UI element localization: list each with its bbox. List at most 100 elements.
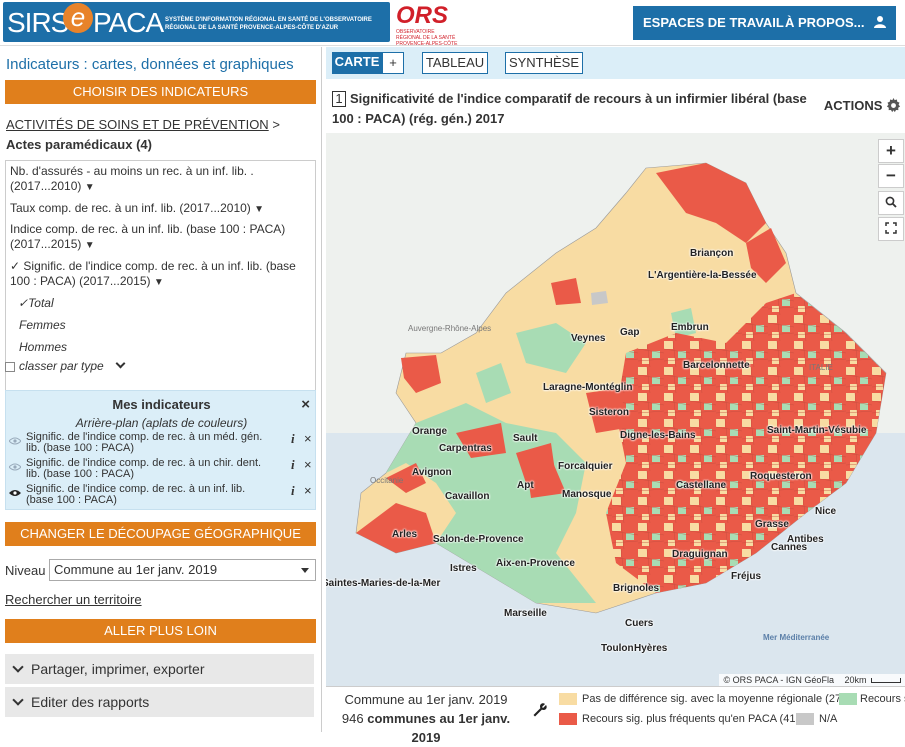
mes-indicateur-row: Signific. de l'indice comp. de rec. à un… <box>9 457 314 483</box>
logo-paca-text: PACA <box>93 7 164 38</box>
header: SIRS e PACA SYSTÈME D'INFORMATION RÉGION… <box>0 0 905 53</box>
change-geo-button[interactable]: CHANGER LE DÉCOUPAGE GÉOGRAPHIQUE <box>5 522 316 546</box>
tab-add-map[interactable]: + <box>382 52 404 74</box>
indicator-item-selected[interactable]: ✓ Signific. de l'indice comp. de rec. à … <box>6 253 315 290</box>
legend-count-text: communes au 1er janv. 2019 <box>363 711 511 745</box>
accordion-rapports[interactable]: Editer des rapports <box>5 687 314 717</box>
city-label: Gap <box>620 327 640 338</box>
map-attribution: © ORS PACA - IGN GéoFla 20km <box>719 674 905 686</box>
mes-indicateur-row: Signific. de l'indice comp. de rec. à un… <box>9 431 314 457</box>
zone-red-north <box>656 163 766 243</box>
legend-label: Recours sig. plus fréquents qu'en PACA (… <box>582 713 806 725</box>
breadcrumb: ACTIVITÉS DE SOINS ET DE PRÉVENTION > Ac… <box>6 115 316 155</box>
legend-level-label: Commune au 1er janv. 2019 <box>344 692 508 707</box>
fullscreen-icon <box>885 222 897 234</box>
logo-sirs-text: SIRS <box>7 7 69 38</box>
caret-down-icon: ▼ <box>84 240 95 251</box>
zoom-in-button[interactable]: + <box>878 139 904 163</box>
niveau-select[interactable]: Commune au 1er janv. 2019 <box>49 559 316 581</box>
legend-label: Recours s <box>860 693 905 705</box>
region-label: Auvergne-Rhône-Alpes <box>408 324 492 333</box>
actions-menu[interactable]: ACTIONS <box>824 98 901 113</box>
city-label: Marseille <box>504 608 547 619</box>
mes-indicateur-label: Signific. de l'indice comp. de rec. à un… <box>26 457 262 480</box>
aller-plus-loin-button[interactable]: ALLER PLUS LOIN <box>5 619 316 643</box>
sub-item-total[interactable]: ✓Total <box>6 290 315 314</box>
choropleth-map[interactable] <box>326 133 905 686</box>
search-map-button[interactable] <box>878 191 904 215</box>
zoom-out-button[interactable]: − <box>878 164 904 188</box>
info-icon[interactable]: i <box>291 483 295 498</box>
user-icon[interactable] <box>873 15 887 29</box>
city-label: Cavaillon <box>445 491 490 502</box>
indicator-label: Nb. d'assurés - au moins un rec. à un in… <box>10 164 254 193</box>
accordion-label: Partager, imprimer, exporter <box>31 661 205 677</box>
legend-bar: Commune au 1er janv. 2019 946 communes a… <box>326 686 905 745</box>
gear-icon <box>886 98 901 113</box>
sub-item-femmes[interactable]: Femmes <box>6 314 315 336</box>
city-label: Aix-en-Provence <box>496 558 575 569</box>
mes-indicateur-label: Signific. de l'indice comp. de rec. à un… <box>26 431 263 454</box>
breadcrumb-link[interactable]: ACTIVITÉS DE SOINS ET DE PRÉVENTION <box>6 117 269 132</box>
region-label: Mer Méditerranée <box>763 633 830 642</box>
city-label: Veynes <box>571 333 606 344</box>
remove-icon[interactable]: × <box>304 431 312 446</box>
left-panel-title: Indicateurs : cartes, données et graphiq… <box>6 56 294 73</box>
indicator-item[interactable]: Nb. d'assurés - au moins un rec. à un in… <box>6 161 315 195</box>
caret-down-icon: ▼ <box>153 277 164 288</box>
view-tabs: CARTE + TABLEAU SYNTHÈSE <box>326 47 905 79</box>
sub-item-hommes[interactable]: Hommes <box>6 336 315 358</box>
logo-subtitle: SYSTÈME D'INFORMATION RÉGIONAL EN SANTÉ … <box>165 17 372 31</box>
eye-icon[interactable] <box>9 437 21 445</box>
classer-checkbox[interactable] <box>5 361 15 372</box>
accordion-partager[interactable]: Partager, imprimer, exporter <box>5 654 314 684</box>
city-label: Barcelonnette <box>683 360 750 371</box>
city-label: Cuers <box>625 618 654 629</box>
eye-icon[interactable] <box>9 489 21 497</box>
choose-indicators-button[interactable]: CHOISIR DES INDICATEURS <box>5 80 316 104</box>
indicator-item[interactable]: Indice comp. de rec. à un inf. lib. (bas… <box>6 217 315 253</box>
caret-down-icon: ▼ <box>254 204 265 215</box>
eye-icon[interactable] <box>9 463 21 471</box>
city-label: Apt <box>517 480 534 491</box>
city-label: Digne-les-Bains <box>620 430 696 441</box>
close-icon[interactable]: × <box>301 396 310 413</box>
nav-a-propos[interactable]: À PROPOS... <box>785 15 865 30</box>
classer-par-type[interactable]: classer par type <box>5 358 133 373</box>
check-icon: ✓ <box>18 296 29 310</box>
indicator-label: Taux comp. de rec. à un inf. lib. (2017.… <box>10 201 251 215</box>
chevron-down-icon <box>12 661 24 673</box>
legend-label: Pas de différence sig. avec la moyenne r… <box>582 693 851 705</box>
city-label: Brignoles <box>613 583 660 594</box>
info-icon[interactable]: i <box>291 431 295 446</box>
city-label: Fréjus <box>731 571 762 582</box>
indicator-item[interactable]: Taux comp. de rec. à un inf. lib. (2017.… <box>6 195 315 217</box>
wrench-icon[interactable] <box>532 702 548 718</box>
city-label: Arles <box>392 529 418 540</box>
ors-logo[interactable]: ORS OBSERVATOIRE RÉGIONAL DE LA SANTÉ PR… <box>396 2 460 53</box>
mes-indicateur-row-active: Signific. de l'indice comp. de rec. à un… <box>9 483 314 509</box>
caret-down-icon: ▼ <box>84 182 95 193</box>
info-icon[interactable]: i <box>291 457 295 472</box>
remove-icon[interactable]: × <box>304 457 312 472</box>
mes-indicateur-label: Signific. de l'indice comp. de rec. à un… <box>26 483 246 506</box>
legend-level: Commune au 1er janv. 2019 946 communes a… <box>326 687 526 745</box>
mes-indicateurs-title: Mes indicateurs <box>112 397 211 412</box>
fullscreen-button[interactable] <box>878 217 904 241</box>
chevron-down-icon[interactable] <box>115 358 126 369</box>
tab-tableau[interactable]: TABLEAU <box>422 52 488 74</box>
remove-icon[interactable]: × <box>304 483 312 498</box>
niveau-label: Niveau <box>5 563 46 578</box>
attribution-text: © ORS PACA - IGN GéoFla <box>723 675 834 685</box>
tab-carte[interactable]: CARTE <box>332 52 382 74</box>
map-canvas[interactable]: Auvergne-Rhône-Alpes ITALIE Occitanie Me… <box>326 133 905 686</box>
city-label: Castellane <box>676 480 727 491</box>
mes-indicateurs-subtitle: Arrière-plan (aplats de couleurs) <box>75 416 248 430</box>
rechercher-link[interactable]: Rechercher un territoire <box>5 592 142 607</box>
nav-espaces-de-travail[interactable]: ESPACES DE TRAVAIL <box>643 15 784 30</box>
left-panel: Indicateurs : cartes, données et graphiq… <box>0 47 322 732</box>
tab-synthese[interactable]: SYNTHÈSE <box>505 52 583 74</box>
sirsepaca-logo[interactable]: SIRS e PACA SYSTÈME D'INFORMATION RÉGION… <box>3 2 390 42</box>
city-label: Roquesteron <box>750 471 812 482</box>
city-label: Orange <box>412 426 448 437</box>
